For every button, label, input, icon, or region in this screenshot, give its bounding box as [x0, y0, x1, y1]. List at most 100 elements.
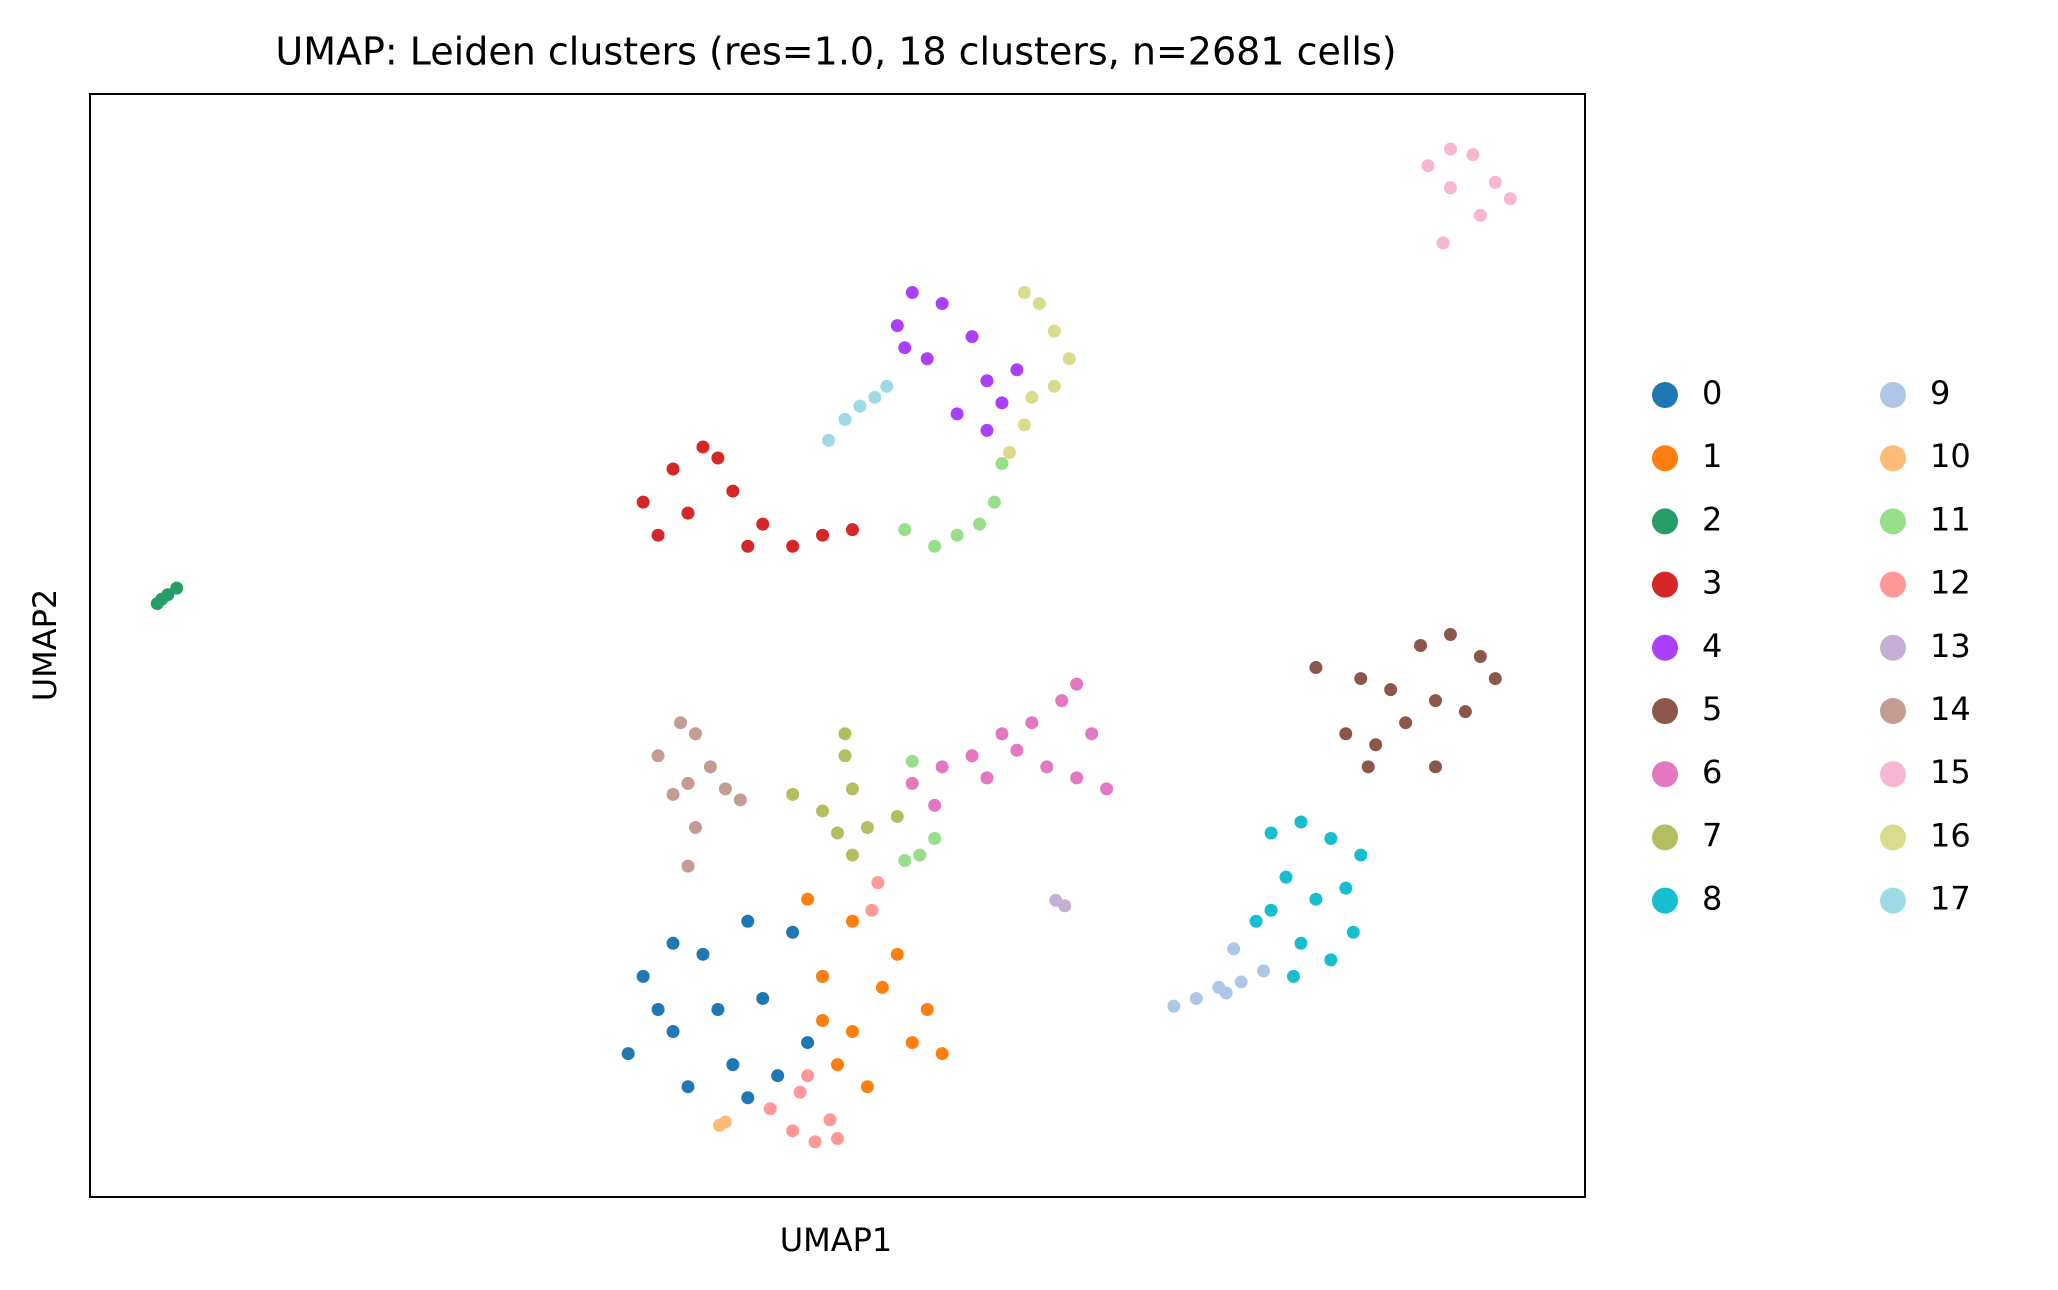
- cell-point: [987, 495, 1001, 509]
- cell-point: [1473, 650, 1487, 664]
- cell-point: [898, 341, 912, 355]
- cell-point: [890, 809, 904, 823]
- cell-point: [1324, 832, 1338, 846]
- legend-label: 11: [1930, 500, 1971, 538]
- cell-point: [831, 826, 844, 840]
- cell-point: [756, 991, 770, 1005]
- cell-point: [801, 892, 815, 906]
- legend-label: 5: [1702, 690, 1722, 728]
- cell-point: [1264, 903, 1278, 917]
- cell-point: [801, 1036, 815, 1050]
- cell-point: [816, 969, 830, 983]
- cell-point: [950, 528, 964, 542]
- legend-marker: [1880, 824, 1906, 851]
- cell-point: [905, 286, 919, 300]
- cell-point: [155, 592, 169, 606]
- cell-point: [980, 374, 994, 388]
- cell-point: [718, 1115, 732, 1129]
- cell-point: [1264, 826, 1278, 840]
- cell-point: [845, 782, 859, 796]
- cell-point: [1294, 815, 1308, 829]
- cell-point: [823, 1113, 837, 1127]
- cell-point: [681, 859, 695, 873]
- cell-point: [666, 462, 680, 476]
- cell-point: [688, 727, 702, 741]
- cell-point: [898, 523, 912, 537]
- cell-point: [920, 1002, 934, 1016]
- cell-point: [636, 969, 650, 983]
- cell-point: [1058, 899, 1072, 913]
- cell-point: [1488, 672, 1502, 686]
- legend-marker: [1880, 761, 1906, 788]
- cell-point: [1025, 716, 1039, 730]
- cell-point: [1414, 639, 1428, 652]
- legend-label: 0: [1702, 374, 1722, 412]
- cell-point: [696, 947, 710, 961]
- cell-point: [756, 517, 770, 531]
- legend-label: 15: [1930, 753, 1971, 791]
- cell-point: [636, 495, 650, 509]
- cell-point: [1443, 627, 1457, 641]
- cell-point: [965, 749, 979, 763]
- legend-marker: [1652, 634, 1678, 661]
- cell-point: [928, 539, 942, 553]
- cell-point: [1085, 727, 1099, 741]
- cell-point: [935, 297, 949, 311]
- cell-point: [1040, 760, 1054, 774]
- x-axis-label: UMAP1: [780, 1221, 893, 1259]
- legend-marker: [1652, 824, 1678, 851]
- cell-point: [786, 787, 800, 801]
- cell-point: [1339, 881, 1353, 895]
- cell-point: [838, 412, 852, 426]
- cell-point: [786, 539, 800, 553]
- cell-point: [1055, 694, 1069, 708]
- cell-point: [822, 433, 836, 447]
- cell-point: [1070, 677, 1084, 691]
- cell-point: [711, 1002, 725, 1016]
- cell-point: [726, 1058, 740, 1072]
- cell-point: [890, 319, 904, 333]
- cell-point: [1458, 705, 1472, 719]
- cell-point: [1010, 363, 1024, 377]
- legend-marker: [1880, 634, 1906, 661]
- cell-point: [860, 820, 874, 834]
- legend-label: 4: [1702, 627, 1722, 665]
- legend-label: 2: [1702, 500, 1722, 538]
- cell-point: [831, 1132, 844, 1146]
- cell-point: [1070, 771, 1084, 785]
- cell-point: [845, 1025, 859, 1039]
- legend-marker: [1652, 508, 1678, 535]
- legend-marker: [1652, 887, 1678, 914]
- cell-point: [681, 1080, 695, 1094]
- cell-point: [733, 793, 747, 807]
- cell-point: [871, 876, 885, 890]
- cell-point: [681, 776, 695, 790]
- legend-marker: [1880, 508, 1906, 535]
- cell-point: [801, 1069, 815, 1083]
- cell-point: [935, 760, 949, 774]
- cell-point: [674, 716, 688, 730]
- cell-point: [1100, 782, 1114, 796]
- cell-point: [651, 1002, 665, 1016]
- cell-point: [666, 1025, 680, 1039]
- legend-label: 10: [1930, 437, 1971, 475]
- cell-point: [1234, 975, 1248, 989]
- cell-point: [681, 506, 695, 520]
- y-axis-label: UMAP2: [26, 589, 64, 702]
- cell-point: [890, 947, 904, 961]
- cell-point: [763, 1102, 777, 1116]
- cell-point: [1324, 953, 1338, 967]
- cell-point: [905, 1036, 919, 1050]
- cell-point: [703, 760, 717, 774]
- cell-point: [865, 903, 879, 917]
- cell-point: [838, 749, 852, 763]
- cell-point: [853, 399, 867, 413]
- legend-label: 8: [1702, 880, 1722, 918]
- legend-label: 14: [1930, 690, 1971, 728]
- cell-point: [816, 528, 830, 542]
- cell-point: [928, 798, 942, 812]
- cell-point: [1032, 297, 1046, 311]
- cell-point: [1017, 286, 1031, 300]
- cell-point: [666, 787, 680, 801]
